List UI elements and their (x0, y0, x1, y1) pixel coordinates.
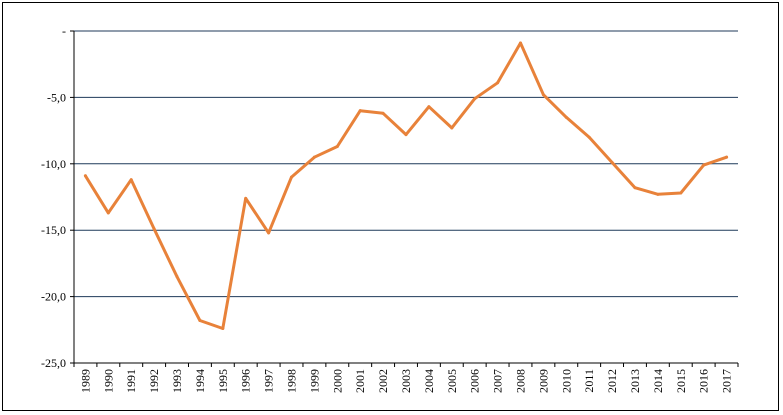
y-tick-label: -5,0 (47, 90, 66, 104)
x-tick-label: 2012 (605, 369, 619, 393)
x-tick-label: 2007 (491, 369, 505, 393)
y-tick-label: -20,0 (41, 290, 66, 304)
data-point (335, 145, 339, 149)
data-point (541, 93, 545, 97)
x-tick-label: 2004 (422, 369, 436, 393)
x-tick-label: 1997 (262, 369, 276, 393)
data-point (244, 196, 248, 200)
x-tick-label: 1996 (239, 369, 253, 393)
x-tick-label: 2015 (674, 369, 688, 393)
series-line (83, 41, 729, 330)
data-point (725, 155, 729, 159)
data-point (358, 109, 362, 113)
x-tick-label: 1994 (193, 369, 207, 393)
data-point (587, 135, 591, 139)
x-tick-label: 1998 (285, 369, 299, 393)
data-point (381, 111, 385, 115)
data-point (312, 155, 316, 159)
x-tick-label: 2010 (559, 369, 573, 393)
grid-lines (74, 30, 738, 298)
x-tick-label: 2000 (330, 369, 344, 393)
data-point (198, 319, 202, 323)
data-point (404, 133, 408, 137)
data-point (450, 126, 454, 130)
data-point (473, 97, 477, 101)
data-point (106, 211, 110, 215)
data-point (290, 175, 294, 179)
x-tick-label: 1995 (216, 369, 230, 393)
data-point (656, 192, 660, 196)
y-tick-label: -25,0 (41, 356, 66, 370)
data-point (633, 186, 637, 190)
data-point (175, 275, 179, 279)
data-point (564, 115, 568, 119)
x-tick-label: 2005 (445, 369, 459, 393)
x-tick-label: 2008 (513, 369, 527, 393)
chart-frame (2, 2, 779, 411)
x-tick-label: 2014 (651, 369, 665, 393)
data-point (496, 81, 500, 85)
axes (70, 30, 739, 367)
x-tick-label: 1999 (307, 369, 321, 393)
x-tick-label: 1993 (170, 369, 184, 393)
series-layer (83, 41, 729, 330)
x-tick-labels: 1989 1990 1991 1992 1993 1994 1995 1996 1997 1998… (78, 369, 733, 393)
x-tick-label: 1991 (124, 369, 138, 393)
data-point (518, 41, 522, 45)
data-point (221, 326, 225, 330)
data-point (152, 227, 156, 231)
x-tick-label: 1990 (101, 369, 115, 393)
x-tick-label: 1992 (147, 369, 161, 393)
data-point (129, 178, 133, 182)
y-tick-label: -15,0 (41, 223, 66, 237)
data-point (679, 191, 683, 195)
x-tick-label: 2009 (536, 369, 550, 393)
x-tick-label: 2017 (720, 369, 734, 393)
x-tick-label: 2011 (582, 369, 596, 393)
y-tick-label: - (62, 24, 66, 38)
x-tick-label: 2001 (353, 369, 367, 393)
data-point (427, 105, 431, 109)
data-point (702, 163, 706, 167)
y-tick-label: -10,0 (41, 157, 66, 171)
x-tick-label: 2013 (628, 369, 642, 393)
data-point (610, 160, 614, 164)
x-tick-label: 2016 (697, 369, 711, 393)
x-tick-label: 2006 (468, 369, 482, 393)
data-point (83, 174, 87, 178)
x-tick-label: 1989 (78, 369, 92, 393)
x-tick-label: 2002 (376, 369, 390, 393)
y-tick-labels: - -5,0 -10,0 -15,0 -20,0 -25,0 (41, 24, 66, 370)
data-point (267, 231, 271, 235)
x-tick-label: 2003 (399, 369, 413, 393)
